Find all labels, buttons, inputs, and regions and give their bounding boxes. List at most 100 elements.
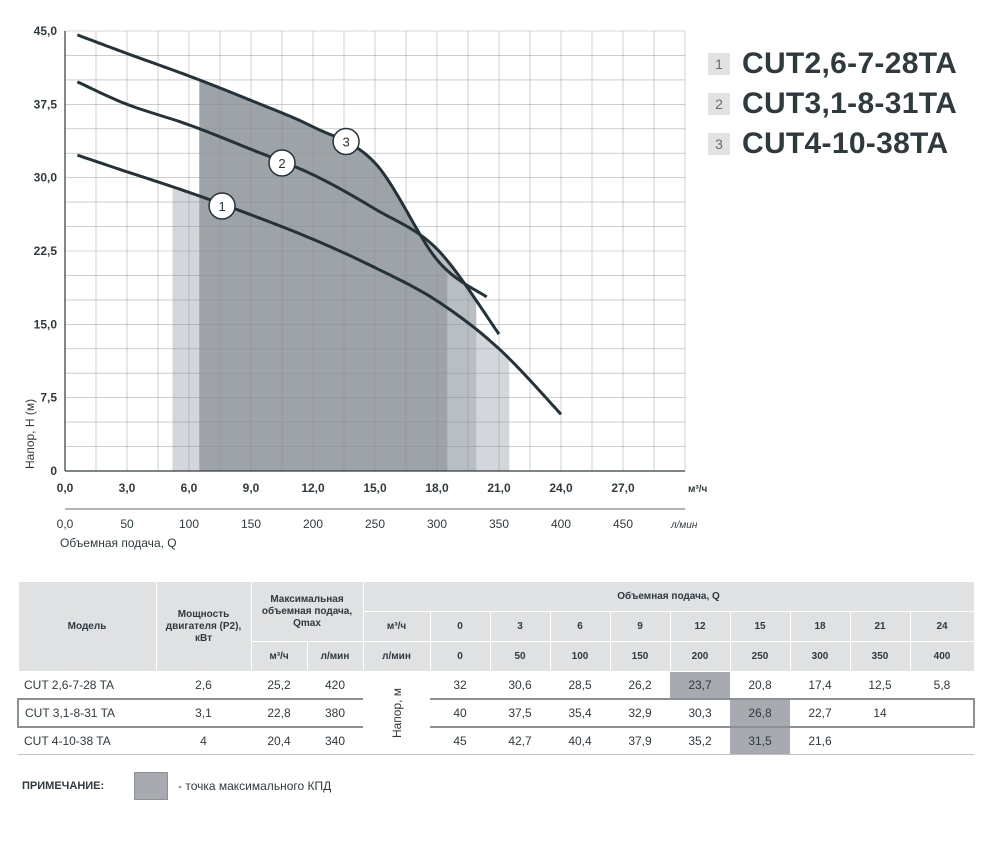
cell-head [850, 727, 910, 755]
x-tick-label-secondary: 100 [179, 517, 199, 531]
curve-label-badge [208, 192, 236, 220]
note-label: ПРИМЕЧАНИЕ: [22, 780, 105, 792]
x-tick-label: 24,0 [549, 481, 573, 495]
y-tick-label: 45,0 [34, 24, 58, 38]
x-unit-primary: м³/ч [688, 484, 708, 495]
cell-head: 45 [430, 727, 490, 755]
curve-label-badge [332, 127, 360, 156]
legend-number: 3 [708, 133, 730, 155]
cell-head: 42,7 [490, 727, 550, 755]
cell-model: CUT 3,1-8-31 TA [17, 698, 156, 728]
header-q-lmin: 400 [909, 641, 975, 672]
header-q-lmin: 200 [669, 641, 731, 672]
cell-head: 5,8 [910, 671, 975, 700]
cell-qmax-lmin: 340 [307, 727, 363, 755]
x-tick-label: 21,0 [487, 481, 511, 495]
cell-head: 17,4 [790, 671, 850, 700]
header-unit-m3h: м³/ч [362, 611, 431, 642]
header-q-m3h: 6 [549, 611, 611, 642]
x-tick-label: 12,0 [301, 481, 325, 495]
legend-model-name: CUT3,1-8-31TA [742, 87, 958, 120]
cell-qmax-m3h: 22,8 [251, 698, 307, 728]
y-tick-label: 0 [50, 464, 57, 478]
x-tick-label-secondary: 300 [427, 517, 447, 531]
cell-head-best-efficiency: 23,7 [670, 671, 730, 700]
header-q-lmin: 250 [729, 641, 791, 672]
cell-head: 37,5 [490, 698, 550, 728]
cell-model: CUT 4-10-38 TA [18, 727, 156, 755]
header-q-lmin: 0 [429, 641, 491, 672]
legend-model-name: CUT4-10-38TA [742, 127, 949, 160]
note: ПРИМЕЧАНИЕ: - точка максимального КПД [22, 772, 331, 800]
x-tick-label: 9,0 [243, 481, 260, 495]
header-q-lmin: 150 [609, 641, 671, 672]
cell-model: CUT 2,6-7-28 TA [18, 671, 156, 700]
x-axis-title: Объемная подача, Q [60, 536, 177, 550]
cell-power: 3,1 [156, 698, 251, 728]
cell-head: 40,4 [550, 727, 610, 755]
cell-head: 21,6 [790, 727, 850, 755]
performance-curve-1 [76, 153, 563, 416]
cell-head: 26,2 [610, 671, 670, 700]
cell-head: 22,7 [790, 698, 850, 728]
x-tick-label-secondary: 150 [241, 517, 261, 531]
table-row: CUT 3,1-8-31 TA 3,1 22,8 380 40 37,5 35,… [17, 698, 976, 728]
table-row: CUT 2,6-7-28 TA 2,6 25,2 420 Напор, м 32… [18, 671, 975, 755]
x-tick-label: 3,0 [119, 481, 136, 495]
header-q-m3h: 21 [849, 611, 911, 642]
x-tick-label-secondary: 450 [613, 517, 633, 531]
cell-head: 30,6 [490, 671, 550, 700]
cell-qmax-lmin: 420 [307, 671, 363, 700]
header-qmax-lmin: л/мин [306, 641, 364, 672]
cell-head [910, 698, 976, 728]
curve-label-number: 2 [278, 156, 285, 171]
curve-label-number: 3 [342, 134, 349, 149]
header-power: Мощность двигателя (Р2), кВт [155, 581, 252, 672]
header-q-lmin: 350 [849, 641, 911, 672]
x-tick-label: 18,0 [425, 481, 449, 495]
cell-head: 28,5 [550, 671, 610, 700]
x-tick-label-secondary: 250 [365, 517, 385, 531]
cell-head: 35,2 [670, 727, 730, 755]
header-qmax-m3h: м³/ч [250, 641, 308, 672]
header-q-m3h: 24 [909, 611, 975, 642]
note-swatch [134, 772, 168, 800]
y-axis-title: Напор, Н (м) [23, 399, 37, 469]
cell-head: 12,5 [850, 671, 910, 700]
cell-head-best-efficiency: 31,5 [730, 727, 790, 755]
header-q-m3h: 18 [789, 611, 851, 642]
note-text: - точка максимального КПД [178, 779, 332, 793]
cell-head: 30,3 [670, 698, 730, 728]
x-tick-label-secondary: 350 [489, 517, 509, 531]
x-tick-label: 6,0 [181, 481, 198, 495]
curve-label-badge [268, 149, 296, 177]
cell-qmax-lmin: 380 [307, 698, 363, 728]
x-tick-label: 27,0 [611, 481, 635, 495]
x-tick-label: 15,0 [363, 481, 387, 495]
header-q-m3h: 9 [609, 611, 671, 642]
legend-model-name: CUT2,6-7-28TA [742, 47, 958, 80]
x-tick-label-secondary: 50 [120, 517, 134, 531]
curve-label-number: 1 [218, 199, 225, 214]
cell-power: 2,6 [156, 671, 251, 700]
cell-head: 14 [850, 698, 910, 728]
x-tick-label: 0,0 [57, 481, 74, 495]
cell-head: 40 [430, 698, 490, 728]
y-tick-label: 7,5 [40, 391, 57, 405]
specification-table: Модель Мощность двигателя (Р2), кВт Макс… [17, 581, 976, 755]
chart-legend: 1 CUT2,6-7-28TA 2 CUT3,1-8-31TA 3 CUT4-1… [708, 46, 957, 166]
header-model: Модель [17, 581, 157, 672]
cell-head: 32 [430, 671, 490, 700]
x-tick-label-secondary: 0,0 [57, 517, 74, 531]
pump-curve-chart: 07,515,022,530,037,545,00,0 3,0 6,0 9,0 12,0… [23, 24, 708, 550]
cell-head: 20,8 [730, 671, 790, 700]
x-unit-secondary: л/мин [670, 520, 698, 531]
cell-head: 35,4 [550, 698, 610, 728]
header-q-m3h: 3 [489, 611, 551, 642]
header-q-m3h: 15 [729, 611, 791, 642]
cell-head: 37,9 [610, 727, 670, 755]
header-flow: Объемная подача, Q [362, 581, 975, 612]
cell-qmax-m3h: 20,4 [251, 727, 307, 755]
head-label-cell: Напор, м [363, 671, 430, 755]
head-label: Напор, м [389, 687, 404, 739]
